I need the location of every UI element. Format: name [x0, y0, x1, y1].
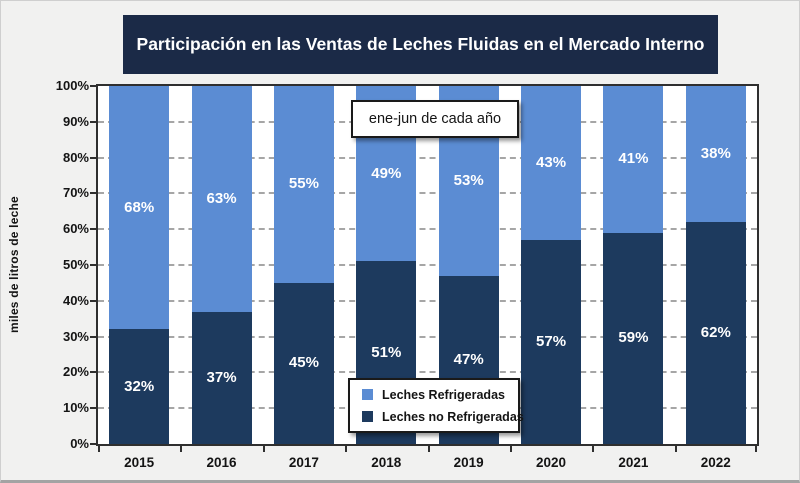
bar-label-refrigeradas-2019: 53% [453, 171, 484, 189]
bar-segment-no-refrigeradas-2016 [191, 311, 252, 444]
x-tick-label-2022: 2022 [700, 455, 731, 470]
x-tick-label-2020: 2020 [536, 455, 567, 470]
x-tick-mark [592, 446, 595, 452]
gridline [98, 371, 757, 374]
bar-segment-refrigeradas-2020 [521, 86, 582, 240]
y-tick-mark [90, 228, 96, 231]
bar-label-refrigeradas-2020: 43% [536, 153, 567, 171]
legend-box: Leches Refrigeradas Leches no Refrigerada… [348, 378, 524, 433]
y-tick-label: 0% [70, 436, 89, 451]
y-tick-mark [90, 264, 96, 266]
y-tick-mark [90, 192, 96, 195]
bar-segment-no-refrigeradas-2017 [273, 282, 334, 444]
bar-segment-refrigeradas-2015 [109, 86, 170, 330]
y-tick-mark [90, 85, 96, 87]
x-tick-mark [674, 446, 677, 452]
y-tick-label: 80% [62, 149, 89, 165]
bar-label-no-refrigeradas-2020: 57% [536, 332, 567, 350]
bar-label-no-refrigeradas-2022: 62% [700, 324, 731, 342]
bar-label-refrigeradas-2015: 68% [124, 198, 155, 216]
x-tick-label-2019: 2019 [453, 455, 484, 470]
y-tick-label: 100% [55, 78, 89, 93]
y-tick-label: 70% [62, 185, 89, 201]
y-tick-mark [90, 443, 96, 445]
legend-swatch-no-refrigeradas [362, 411, 373, 422]
bar-label-refrigeradas-2018: 49% [371, 164, 402, 182]
y-axis-labels: 0% 10% 20% 30% 40% 50% 60% 70% 80% 90% 100% [25, 78, 89, 451]
y-tick-mark [90, 156, 96, 159]
x-tick-label-2017: 2017 [288, 455, 319, 470]
bar-label-refrigeradas-2017: 55% [288, 175, 319, 193]
gridline [98, 264, 757, 266]
gridline [98, 335, 757, 338]
bar-segment-no-refrigeradas-2015 [109, 329, 170, 444]
y-tick-label: 40% [62, 292, 89, 308]
x-tick-label-2015: 2015 [124, 455, 155, 470]
legend-item-no-refrigeradas: Leches no Refrigeradas [362, 410, 524, 424]
y-axis-ticks [90, 85, 96, 445]
y-tick-label: 60% [62, 221, 89, 237]
y-tick-label: 50% [62, 257, 89, 272]
y-tick-label: 20% [62, 364, 89, 380]
y-tick-label: 30% [62, 328, 89, 344]
chart-title: Participación en las Ventas de Leches Fl… [123, 15, 718, 74]
bar-segment-no-refrigeradas-2022 [685, 222, 746, 444]
y-tick-label: 10% [62, 400, 89, 416]
legend-label-no-refrigeradas: Leches no Refrigeradas [382, 409, 524, 424]
x-tick-mark [98, 446, 100, 452]
x-tick-mark [345, 446, 348, 452]
x-tick-mark [755, 446, 757, 452]
bar-label-no-refrigeradas-2017: 45% [288, 354, 319, 372]
y-tick-mark [90, 120, 96, 123]
x-axis-labels: 2015 2016 2017 2018 2019 2020 2021 2022 [98, 453, 757, 473]
bar-label-refrigeradas-2022: 38% [700, 145, 731, 163]
x-tick-mark [180, 446, 183, 452]
bar-segment-no-refrigeradas-2021 [603, 232, 664, 444]
y-tick-label: 90% [62, 113, 89, 129]
y-tick-mark [90, 299, 96, 302]
x-tick-label-2018: 2018 [371, 455, 402, 470]
annotation-box: ene-jun de cada año [351, 100, 519, 138]
bar-label-refrigeradas-2016: 63% [206, 189, 237, 207]
bar-segment-refrigeradas-2016 [191, 86, 252, 312]
gridline [98, 156, 757, 159]
x-tick-mark [427, 446, 430, 452]
y-axis-title: miles de litros de leche [7, 196, 21, 334]
gridline [98, 192, 757, 195]
bar-segment-no-refrigeradas-2020 [521, 239, 582, 444]
bar-segment-refrigeradas-2017 [273, 86, 334, 283]
y-tick-mark [90, 371, 96, 374]
x-tick-label-2021: 2021 [618, 455, 649, 470]
x-tick-label-2016: 2016 [206, 455, 237, 470]
bar-label-no-refrigeradas-2021: 59% [618, 329, 649, 347]
x-tick-mark [509, 446, 512, 452]
legend-swatch-refrigeradas [362, 389, 373, 400]
legend-label-refrigeradas: Leches Refrigeradas [382, 387, 505, 402]
y-tick-mark [90, 407, 96, 410]
gridline [98, 299, 757, 302]
bar-label-no-refrigeradas-2018: 51% [371, 343, 402, 361]
bar-segment-refrigeradas-2022 [685, 86, 746, 223]
bar-segment-refrigeradas-2021 [603, 86, 664, 233]
legend-item-refrigeradas: Leches Refrigeradas [362, 388, 518, 402]
bar-label-no-refrigeradas-2015: 32% [124, 377, 155, 395]
bar-label-refrigeradas-2021: 41% [618, 150, 649, 168]
gridline [98, 228, 757, 231]
bar-label-no-refrigeradas-2019: 47% [453, 350, 484, 368]
x-tick-mark [262, 446, 265, 452]
y-tick-mark [90, 335, 96, 338]
bar-label-no-refrigeradas-2016: 37% [206, 368, 237, 386]
